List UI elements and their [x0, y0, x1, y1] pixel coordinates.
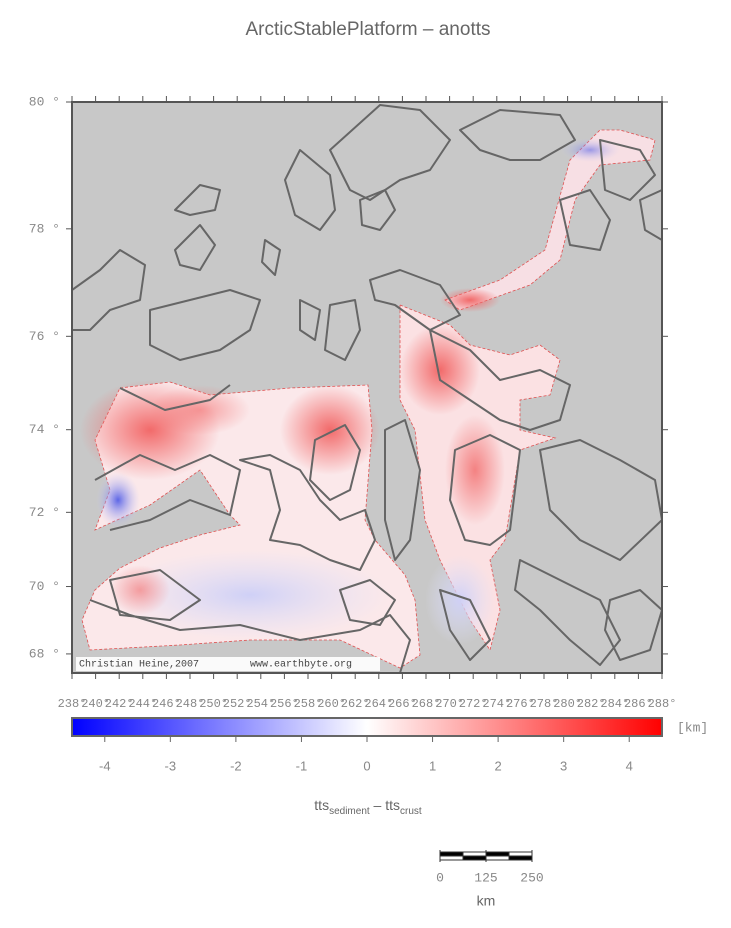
scale-segment	[439, 851, 464, 857]
label-part: tts	[314, 797, 329, 813]
scale-tick-label: 0	[436, 870, 444, 885]
lon-label: 248°	[176, 697, 205, 711]
colorbar-tick-label: -1	[296, 758, 308, 773]
coastlines	[72, 104, 662, 673]
lon-label: 254°	[246, 697, 275, 711]
lon-label: 244°	[128, 697, 157, 711]
colorbar-tick-label: 2	[494, 758, 501, 773]
lon-label: 274°	[482, 697, 511, 711]
colorbar-tick-label: -4	[99, 758, 111, 773]
lat-label: 78 °	[29, 221, 60, 236]
lon-label: 272°	[459, 697, 488, 711]
colorbar	[71, 717, 663, 737]
colorbar-tick-label: -2	[230, 758, 242, 773]
lon-label: 258°	[294, 697, 323, 711]
map-frame	[71, 101, 663, 674]
lat-label: 72 °	[29, 505, 60, 520]
lon-label: 266°	[388, 697, 417, 711]
scale-segment	[508, 851, 533, 857]
map-area: Christian Heine,2007 www.earthbyte.org	[72, 102, 662, 673]
lon-label: 264°	[364, 697, 393, 711]
lon-label: 252°	[223, 697, 252, 711]
lon-label: 246°	[152, 697, 181, 711]
lon-label: 250°	[199, 697, 228, 711]
scale-bar: 0 125 250	[436, 850, 544, 885]
lon-label: 270°	[435, 697, 464, 711]
scale-segment	[462, 855, 487, 861]
scale-segment	[485, 851, 510, 857]
lon-label: 242°	[105, 697, 134, 711]
colorbar-tick-label: -3	[165, 758, 177, 773]
title: ArcticStablePlatform – anotts	[246, 19, 491, 40]
lon-label: 238°	[58, 697, 87, 711]
colorbar-tick-label: 1	[429, 758, 436, 773]
label-part: – tts	[370, 797, 400, 813]
lat-label: 68 °	[29, 646, 60, 661]
colorbar-unit: [km]	[677, 720, 708, 735]
scale-tick-label: 125	[474, 870, 497, 885]
lon-label: 278°	[530, 697, 559, 711]
lon-label: 286°	[624, 697, 653, 711]
colorbar-tick-label: 0	[363, 758, 370, 773]
lon-label: 262°	[341, 697, 370, 711]
scale-segment	[485, 855, 510, 861]
colorbar-tick-label: 3	[560, 758, 567, 773]
lon-label: 260°	[317, 697, 346, 711]
lon-label: 284°	[600, 697, 629, 711]
lon-label: 240°	[81, 697, 110, 711]
label-subscript: sediment	[329, 806, 370, 817]
lon-label: 282°	[577, 697, 606, 711]
scale-segment	[462, 851, 487, 857]
label-subscript: crust	[400, 806, 422, 817]
lat-label: 80 °	[29, 94, 60, 109]
scale-segment	[439, 855, 464, 861]
lat-label: 70 °	[29, 579, 60, 594]
lon-label: 276°	[506, 697, 535, 711]
lon-label: 256°	[270, 697, 299, 711]
scale-tick-label: 250	[520, 870, 543, 885]
credit-url: www.earthbyte.org	[250, 659, 352, 671]
lon-label: 268°	[412, 697, 441, 711]
credits-box	[76, 657, 380, 671]
scale-segment	[508, 855, 533, 861]
colorbar-tick-label: 4	[626, 758, 633, 773]
scale-unit: km	[477, 893, 496, 909]
lon-label: 280°	[553, 697, 582, 711]
colorbar-label: ttssediment – ttscrust	[314, 797, 422, 817]
lat-label: 74 °	[29, 422, 60, 437]
credit-author: Christian Heine,2007	[79, 659, 199, 671]
lat-label: 76 °	[29, 329, 60, 344]
lon-label: 288°	[648, 697, 677, 711]
